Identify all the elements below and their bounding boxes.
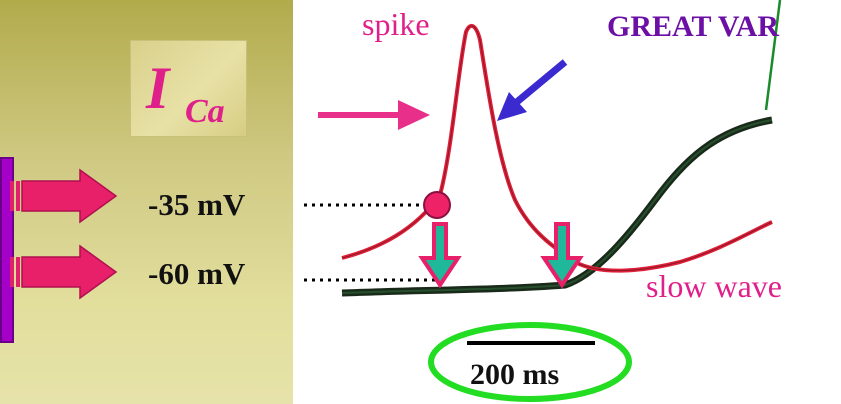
threshold-marker — [423, 191, 451, 219]
voltage-label-minus60: -60 mV — [148, 256, 246, 291]
ica-label-box — [130, 40, 247, 137]
green-pointer-line — [764, 0, 782, 111]
magenta-arrow — [318, 100, 430, 130]
slow-wave-label: slow wave — [646, 268, 782, 304]
scale-ellipse — [428, 322, 632, 402]
blue-arrow — [497, 59, 568, 121]
voltage-label-minus35: -35 mV — [148, 187, 246, 222]
scale-bar-label: 200 ms — [470, 358, 560, 391]
ica-label: I — [146, 55, 170, 121]
down-arrow-1 — [418, 222, 462, 289]
ica-label-subscript: Ca — [185, 93, 225, 130]
spike-label: spike — [362, 6, 430, 42]
great-var-label: GREAT VAR — [607, 10, 780, 43]
arrow-minus60 — [10, 244, 118, 300]
down-arrow-2 — [540, 222, 584, 289]
arrow-minus35 — [10, 168, 118, 224]
